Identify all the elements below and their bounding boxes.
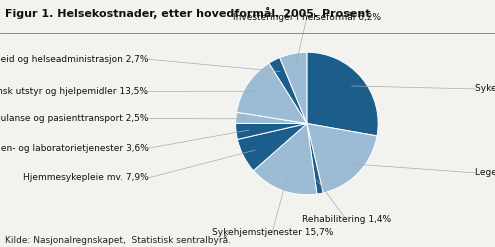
Wedge shape [236, 112, 307, 124]
Wedge shape [307, 124, 323, 194]
Wedge shape [280, 52, 307, 124]
Text: Røntgen- og laboratorietjenester 3,6%: Røntgen- og laboratorietjenester 3,6% [0, 144, 148, 153]
Text: Sykehjemstjenester 15,7%: Sykehjemstjenester 15,7% [211, 228, 333, 237]
Text: Kilde: Nasjonalregnskapet,  Statistisk sentralbyrå.: Kilde: Nasjonalregnskapet, Statistisk se… [5, 235, 231, 245]
Text: Medisiner og medisinsk utstyr og hjelpemidler 13,5%: Medisiner og medisinsk utstyr og hjelpem… [0, 87, 148, 96]
Text: Forebyggende arbeid og helseadministrasjon 2,7%: Forebyggende arbeid og helseadministrasj… [0, 55, 148, 64]
Wedge shape [236, 124, 307, 139]
Wedge shape [253, 124, 317, 195]
Text: Hjemmesykepleie mv. 7,9%: Hjemmesykepleie mv. 7,9% [23, 173, 148, 182]
Wedge shape [307, 52, 378, 136]
Text: Figur 1. Helsekostnader, etter hovedformål. 2005. Prosent: Figur 1. Helsekostnader, etter hovedform… [5, 7, 370, 20]
Wedge shape [237, 63, 307, 124]
Text: Investeringer i helseformål 6,2%: Investeringer i helseformål 6,2% [233, 12, 381, 22]
Wedge shape [238, 124, 307, 171]
Text: Rehabilitering 1,4%: Rehabilitering 1,4% [302, 215, 391, 224]
Text: Legetjenester mv. 18,5%: Legetjenester mv. 18,5% [475, 168, 495, 177]
Wedge shape [269, 58, 307, 124]
Text: Ambulanse og pasienttransport 2,5%: Ambulanse og pasienttransport 2,5% [0, 114, 148, 123]
Text: Sykehustjenester 27,7%: Sykehustjenester 27,7% [475, 84, 495, 93]
Wedge shape [307, 124, 377, 193]
